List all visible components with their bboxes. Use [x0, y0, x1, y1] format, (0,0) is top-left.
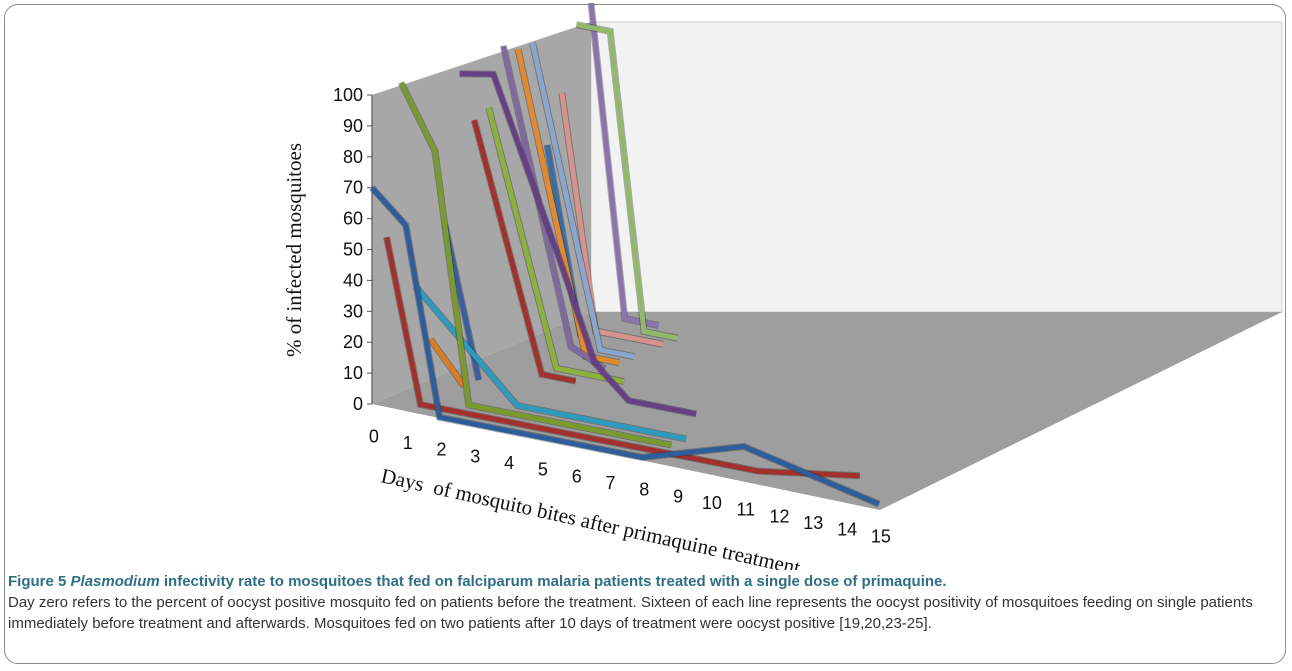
y-tick-label: 40	[343, 270, 363, 290]
series-line	[428, 337, 467, 388]
x-tick-label: 6	[572, 466, 582, 486]
x-tick-label: 4	[504, 453, 514, 473]
caption-body: Day zero refers to the percent of oocyst…	[8, 594, 1253, 632]
y-tick-labels: 0 10 20 30 40 50 60 70 80 90 100	[333, 85, 372, 414]
x-tick-label: 8	[639, 480, 649, 500]
floor	[372, 312, 1282, 510]
x-tick-labels: 0 1 2 3 4 5 6 7 8 9 10 11 12 13 14 15	[369, 426, 891, 546]
series-line	[471, 119, 577, 384]
x-tick-label: 10	[702, 493, 722, 513]
back-wall	[590, 21, 1283, 313]
x-tick-label: 3	[470, 446, 480, 466]
series-line	[575, 22, 679, 341]
y-tick-label: 0	[353, 394, 363, 414]
series-line	[588, 2, 660, 328]
y-axis-title: % of infected mosquitoes	[282, 143, 306, 357]
x-tick-label: 11	[736, 500, 755, 520]
y-tick-label: 70	[343, 178, 363, 198]
series-line	[459, 71, 697, 417]
y-tick-label: 50	[343, 240, 363, 260]
x-tick-label: 1	[403, 433, 413, 453]
y-tick-label: 100	[333, 85, 363, 105]
series-line	[413, 285, 687, 442]
x-tick-label: 14	[837, 520, 857, 540]
series-line	[398, 81, 673, 448]
x-tick-label: 7	[605, 473, 615, 493]
x-tick-label: 13	[803, 513, 823, 533]
series-line	[486, 107, 625, 385]
caption-title-italic: Plasmodium	[70, 573, 160, 590]
y-tick-label: 20	[343, 332, 363, 352]
y-tick-label: 80	[343, 147, 363, 167]
series-line	[530, 42, 635, 360]
figure-caption: Figure 5 Plasmodium infectivity rate to …	[8, 571, 1278, 634]
series-lines	[369, 2, 881, 508]
caption-title-rest: infectivity rate to mosquitoes that fed …	[163, 573, 947, 590]
y-tick-label: 10	[343, 363, 363, 383]
x-tick-label: 5	[538, 460, 548, 480]
chart-walls	[372, 21, 1283, 510]
y-tick-label: 90	[343, 116, 363, 136]
x-tick-label: 12	[769, 506, 789, 526]
x-tick-label: 0	[369, 426, 379, 446]
x-tick-label: 15	[871, 526, 891, 546]
caption-label: Figure 5	[8, 573, 67, 590]
x-tick-label: 9	[673, 486, 683, 506]
y-tick-label: 30	[343, 301, 363, 321]
side-wall	[372, 22, 591, 404]
x-tick-label: 2	[436, 440, 446, 460]
caption-title: Figure 5 Plasmodium infectivity rate to …	[8, 571, 1278, 592]
y-tick-label: 60	[343, 209, 363, 229]
series-line	[370, 186, 880, 507]
